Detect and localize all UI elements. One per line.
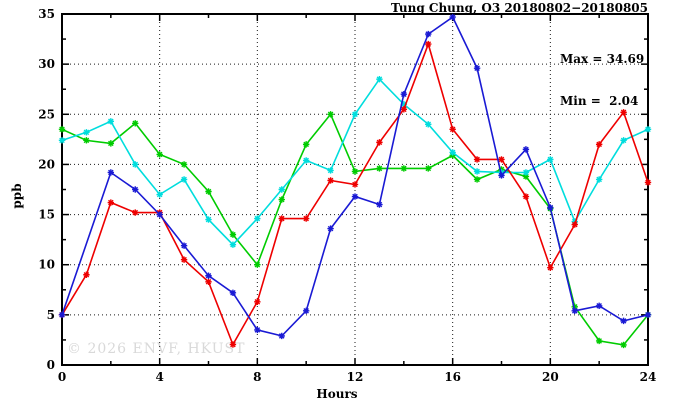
- svg-text:12: 12: [347, 370, 364, 384]
- y-tick-labels: 0 5 10 15 20 25 30 35: [38, 7, 55, 372]
- axis-ticks: [61, 13, 649, 366]
- stats-annotation: Max = 34.69 Min = 2.04: [560, 24, 644, 136]
- svg-text:0: 0: [47, 358, 55, 372]
- svg-text:30: 30: [38, 57, 55, 71]
- watermark: © 2026 ENVF, HKUST: [67, 341, 246, 357]
- svg-text:15: 15: [38, 208, 55, 222]
- series-blue: [58, 13, 652, 340]
- svg-text:10: 10: [38, 258, 55, 272]
- x-tick-labels: 0 4 8 12 16 20 24: [58, 370, 657, 384]
- markers-blue: [58, 13, 652, 340]
- svg-text:16: 16: [444, 370, 461, 384]
- svg-text:25: 25: [38, 107, 55, 121]
- svg-text:8: 8: [253, 370, 261, 384]
- svg-text:4: 4: [155, 370, 163, 384]
- svg-text:24: 24: [640, 370, 657, 384]
- svg-text:20: 20: [38, 157, 55, 171]
- svg-text:0: 0: [58, 370, 66, 384]
- x-axis-label: Hours: [316, 387, 358, 401]
- chart-title: Tung Chung, O3 20180802−20180805: [391, 1, 648, 15]
- svg-text:35: 35: [38, 7, 55, 21]
- min-value-label: Min = 2.04: [560, 94, 639, 108]
- svg-text:5: 5: [47, 308, 55, 322]
- series-cyan: [58, 75, 652, 248]
- gridlines: [62, 14, 648, 365]
- max-value-label: Max = 34.69: [560, 52, 645, 66]
- svg-text:20: 20: [542, 370, 559, 384]
